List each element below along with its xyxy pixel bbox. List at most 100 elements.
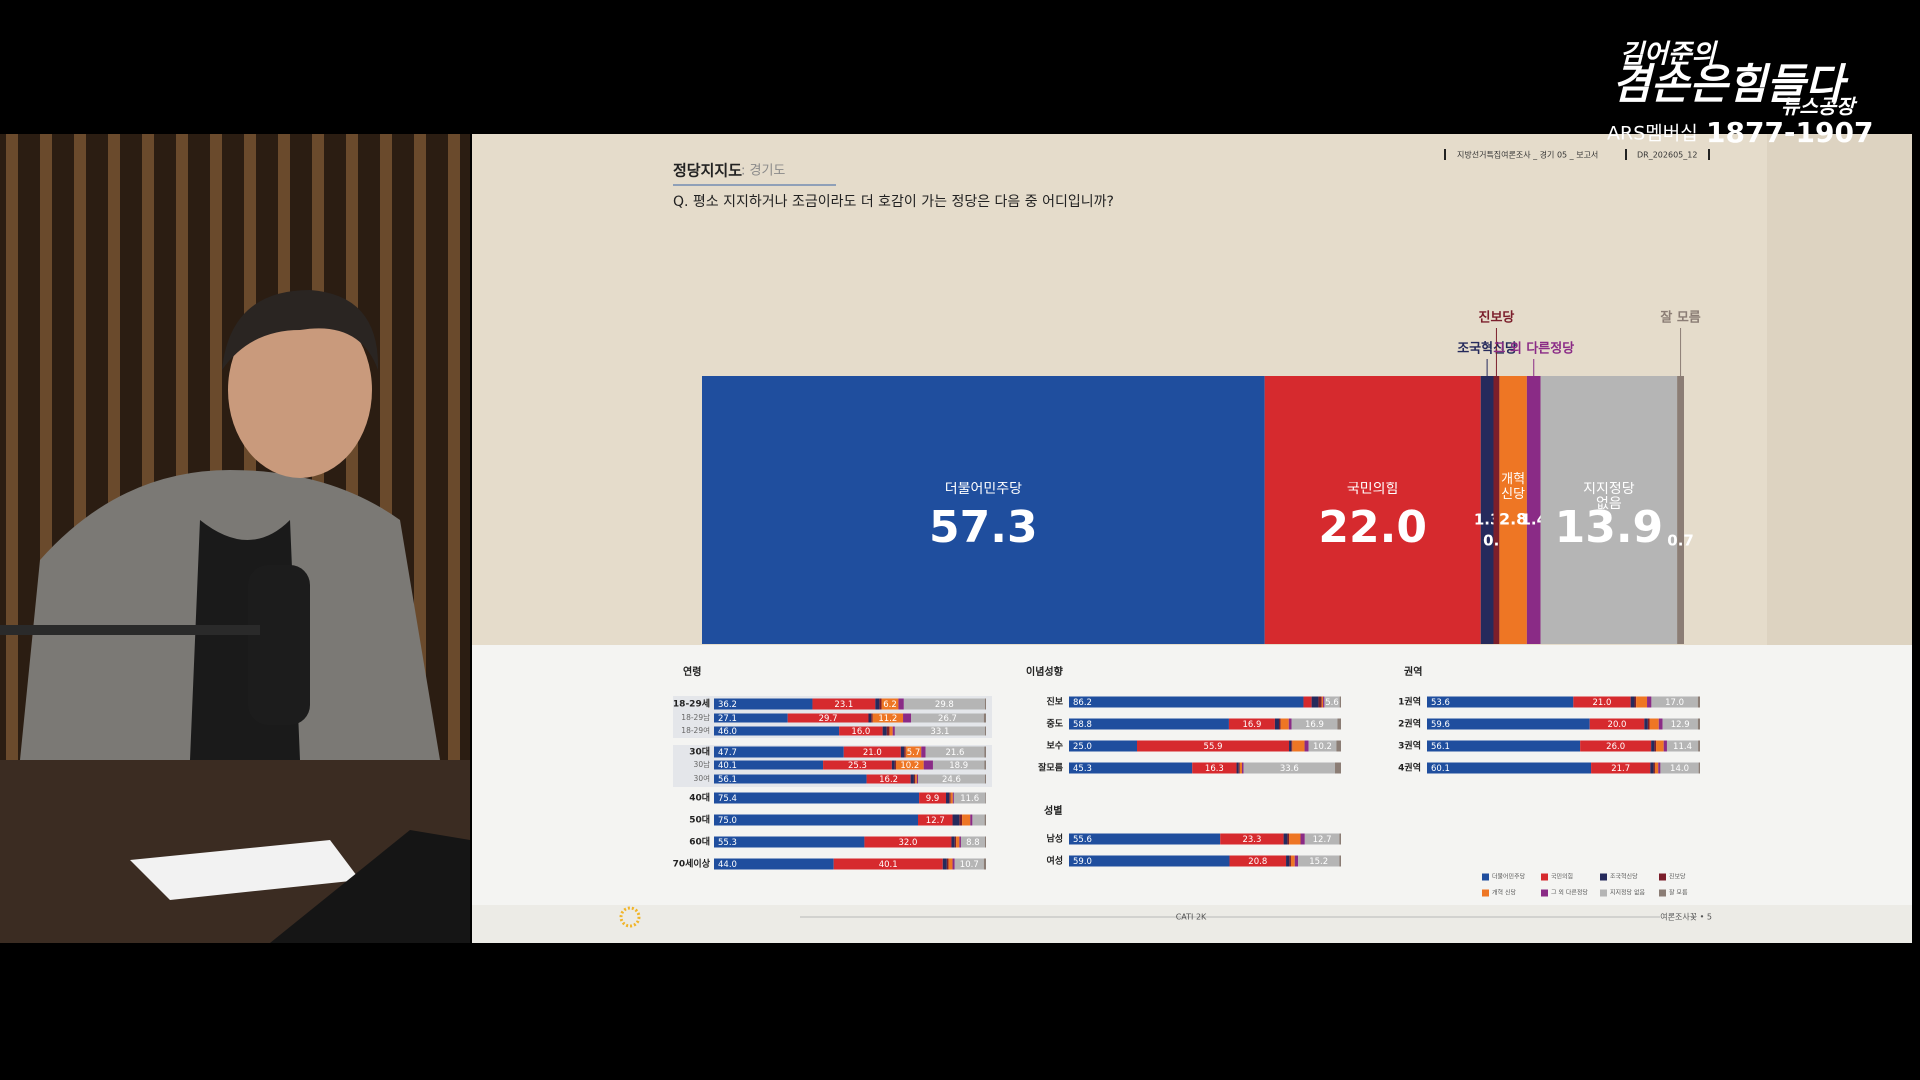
show-logo: 김어준의 겸손은힘들다 뉴스공장 ARS멤버십 1877-1907 <box>1607 40 1873 150</box>
value-label: 14.0 <box>1670 764 1689 774</box>
value-label: 10.7 <box>960 860 979 870</box>
bar-segment <box>921 746 926 758</box>
legend-swatch <box>1482 873 1489 881</box>
segment-label: 진보당 <box>1478 310 1514 326</box>
bar-segment <box>1499 376 1527 644</box>
bar-segment <box>714 814 918 826</box>
bar-segment <box>1069 833 1221 845</box>
question: Q. 평소 지지하거나 조금이라도 더 호감이 가는 정당은 다음 중 어디입니… <box>673 194 1114 210</box>
bar-segment <box>1311 696 1319 708</box>
legend-label: 더불어민주당 <box>1492 873 1526 881</box>
bar-segment <box>894 726 985 736</box>
bar-segment <box>1323 696 1325 708</box>
bar-segment <box>1228 718 1275 730</box>
bar-segment <box>889 726 893 736</box>
value-label: 16.0 <box>851 727 870 737</box>
bar-segment <box>918 814 953 826</box>
legend-label: 잘 모름 <box>1669 889 1688 897</box>
bar-segment <box>1662 718 1698 730</box>
bar-segment <box>954 836 957 848</box>
value-label: 56.1 <box>718 775 737 785</box>
value-label: 47.7 <box>718 748 737 758</box>
bar-segment <box>1649 718 1659 730</box>
bar-segment <box>952 814 960 826</box>
value-label: 29.8 <box>935 700 954 710</box>
bar-segment <box>949 792 951 804</box>
bar-segment <box>886 726 890 736</box>
bar-segment <box>959 814 963 826</box>
value-label: 18.9 <box>949 761 968 771</box>
bar-segment <box>823 760 892 770</box>
bar-segment <box>1540 376 1678 644</box>
bar-segment <box>1137 740 1290 752</box>
bar-segment <box>868 713 872 723</box>
bar-segment <box>1289 740 1292 752</box>
bar-segment <box>1493 376 1500 644</box>
bar-segment <box>1286 855 1290 867</box>
bar-segment <box>915 774 917 784</box>
bar-segment <box>702 376 1265 644</box>
bar-segment <box>1654 762 1659 774</box>
bar-segment <box>1069 855 1230 867</box>
bar-segment <box>932 760 985 770</box>
bar-segment <box>984 774 986 784</box>
legend-swatch <box>1482 889 1489 897</box>
bar-segment <box>1283 833 1288 845</box>
row-label: 보수 <box>1046 741 1063 752</box>
bar-segment <box>983 858 986 870</box>
bar-segment <box>1300 833 1305 845</box>
report-label: 지방선거특집여론조사 _ 경기 05 _ 보고서 <box>1457 150 1598 160</box>
bar-segment <box>1288 718 1292 730</box>
legend-swatch <box>1600 873 1607 881</box>
legend-swatch <box>1600 889 1607 897</box>
value-label: 10.2 <box>900 761 919 771</box>
bar-segment <box>1653 762 1655 774</box>
bar-segment <box>985 792 986 804</box>
bar-segment <box>1660 762 1699 774</box>
bar-segment <box>714 836 865 848</box>
bar-segment <box>812 698 876 710</box>
bar-segment <box>951 836 955 848</box>
segment-label-box: 국민의힘 <box>1347 482 1399 497</box>
row-label: 30여 <box>694 773 710 783</box>
bar-segment <box>1656 740 1664 752</box>
bar-segment <box>1589 718 1645 730</box>
bar-segment <box>843 746 901 758</box>
row-label: 50대 <box>689 814 710 826</box>
bar-segment <box>960 836 985 848</box>
row-label: 18-29여 <box>681 725 710 735</box>
bar-segment <box>1069 762 1193 774</box>
bar-segment <box>956 836 960 848</box>
bar-segment <box>892 726 895 736</box>
value-label: 10.2 <box>1313 742 1332 752</box>
value-label: 11.4 <box>1673 742 1692 752</box>
bar-segment <box>1239 762 1242 774</box>
bar-segment <box>714 858 834 870</box>
bar-segment <box>900 746 905 758</box>
segment-label-box: 더불어민주당 <box>945 482 1022 497</box>
value-label: 25.0 <box>1073 742 1092 752</box>
value-label: 44.0 <box>718 860 737 870</box>
bar-segment <box>714 698 813 710</box>
value-label: 75.4 <box>718 794 737 804</box>
bar-segment <box>1666 740 1699 752</box>
value-label: 16.9 <box>1242 720 1261 730</box>
value-label: 1.4 <box>1520 511 1547 529</box>
bar-segment <box>1069 696 1304 708</box>
value-label: 23.1 <box>834 700 853 710</box>
bar-segment <box>954 858 984 870</box>
bar-segment <box>1324 696 1340 708</box>
mic-arm <box>0 625 260 635</box>
value-label: 33.1 <box>930 727 949 737</box>
value-label: 12.9 <box>1671 720 1690 730</box>
bar-segment <box>905 746 922 758</box>
value-label: 23.3 <box>1242 835 1261 845</box>
legend-label: 지지정당 없음 <box>1610 889 1646 897</box>
bar-segment <box>1274 718 1279 730</box>
bar-segment <box>959 836 961 848</box>
bar-segment <box>872 713 904 723</box>
bar-segment <box>1192 762 1237 774</box>
bar-segment <box>952 792 954 804</box>
bar-segment <box>1677 376 1684 644</box>
